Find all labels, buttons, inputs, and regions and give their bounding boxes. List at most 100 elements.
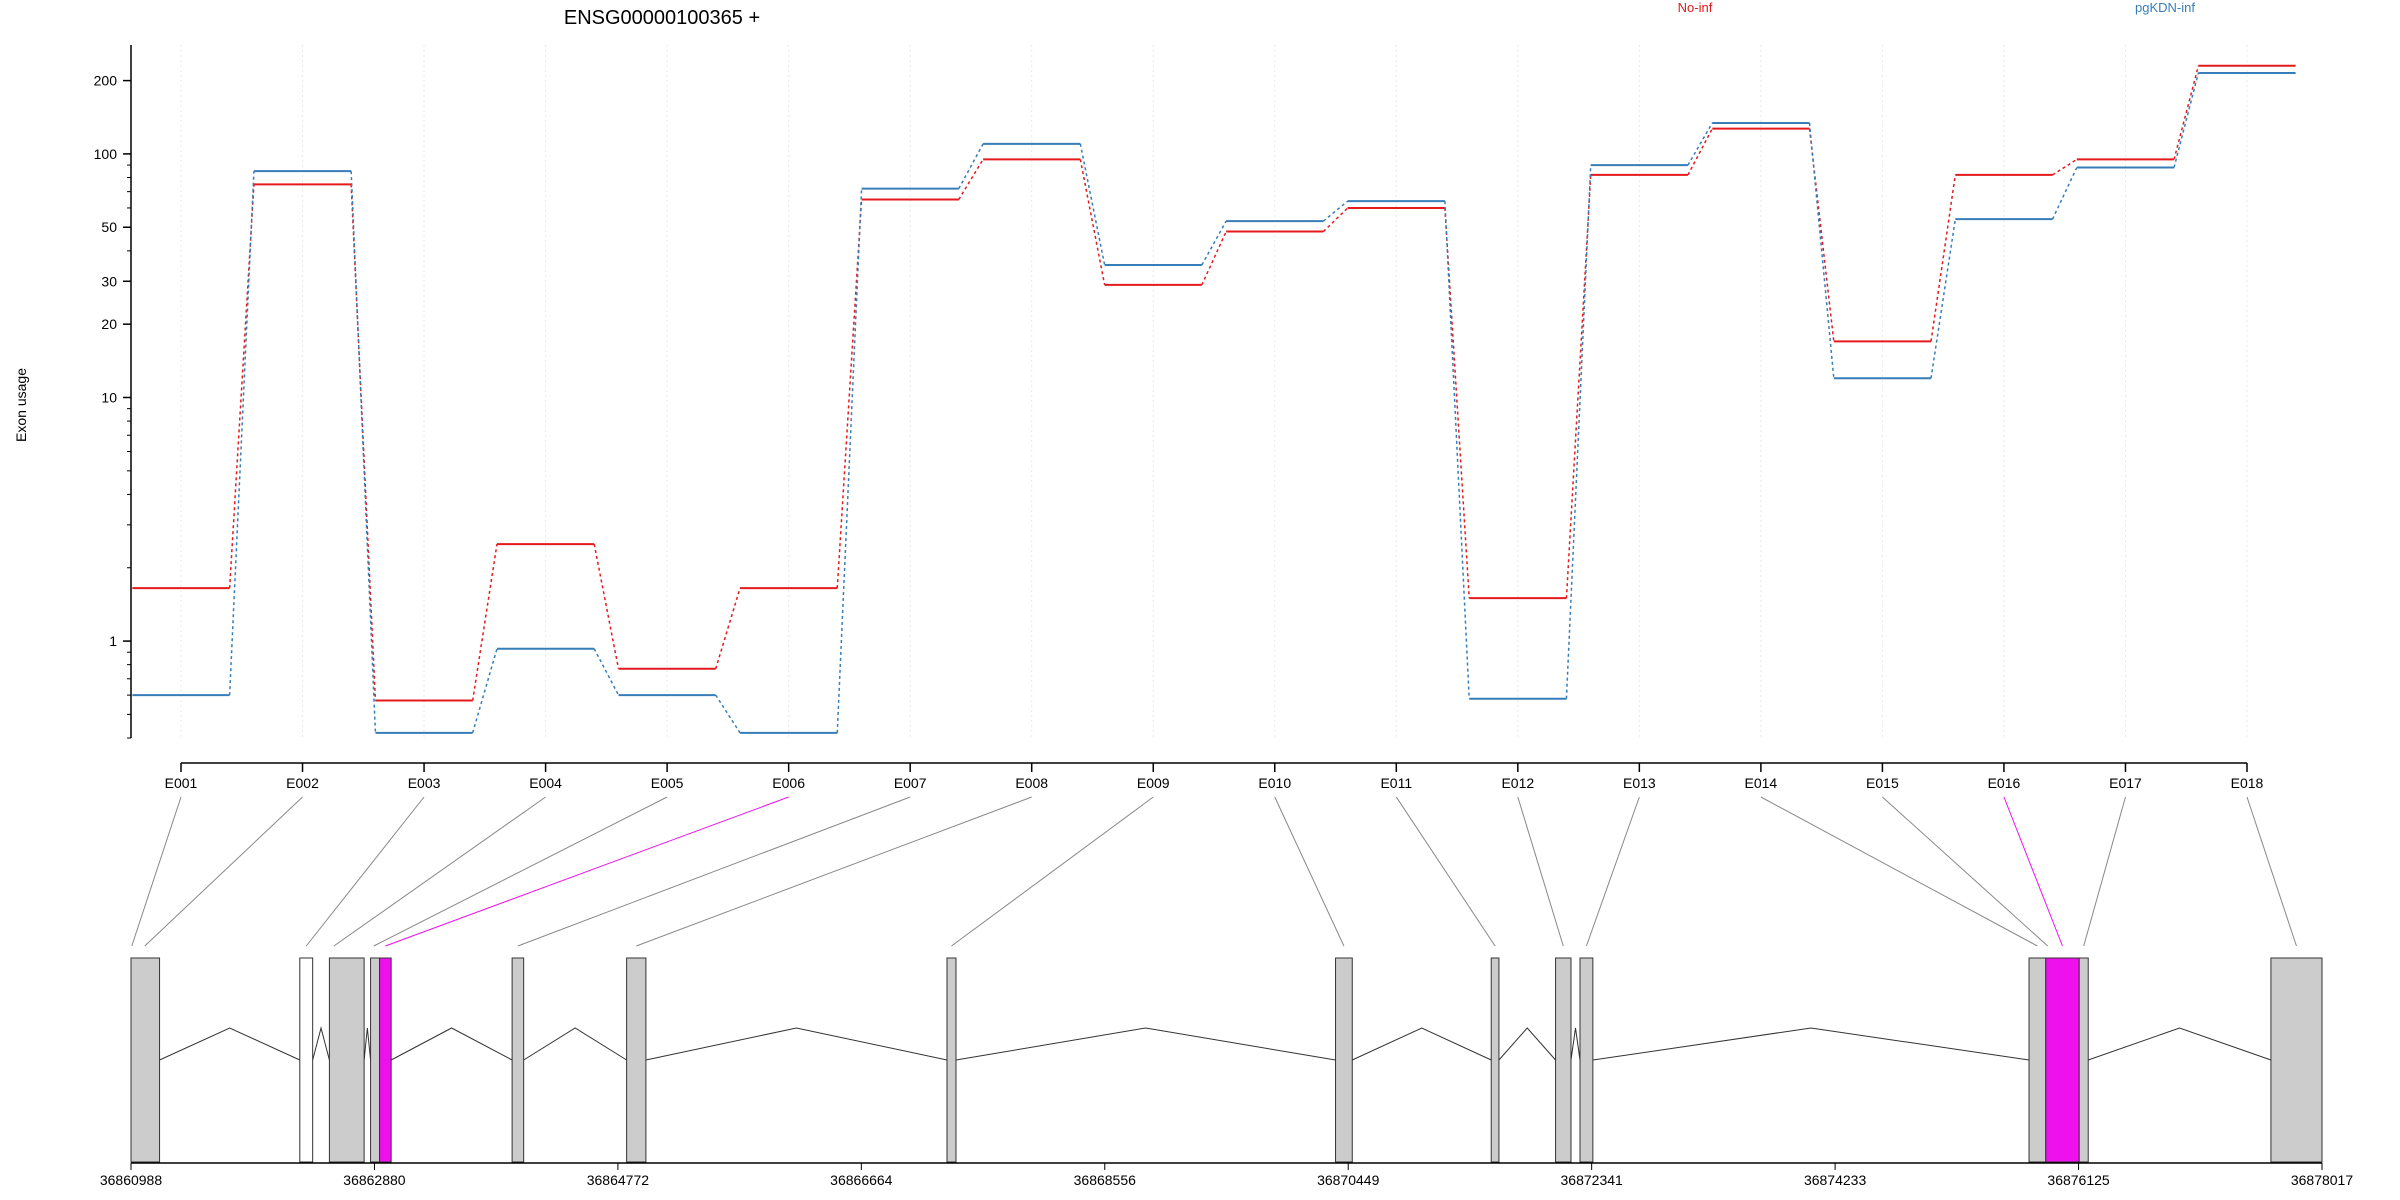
x-tick-label: E011 [1380, 775, 1412, 791]
exon-box [328, 957, 365, 1163]
series-1-connector [1930, 218, 1957, 379]
exon-connector-line [2083, 796, 2126, 947]
series-1-connector [958, 143, 984, 190]
intron [1352, 1027, 1492, 1061]
x-tick-label: E009 [1137, 775, 1170, 791]
genomic-tick-label: 36874233 [1804, 1172, 1867, 1188]
series-0-connector [715, 587, 741, 669]
genomic-tick-label: 36878017 [2291, 1172, 2354, 1188]
intron [1570, 1027, 1581, 1061]
exon-connector-line [144, 796, 303, 947]
intron [312, 1026, 330, 1061]
intron [523, 1027, 627, 1061]
genomic-tick-label: 36860988 [100, 1172, 163, 1188]
exon-box [1335, 957, 1353, 1163]
exon-box [2078, 957, 2089, 1163]
series-0-connector [593, 543, 620, 669]
x-tick-label: E005 [651, 775, 684, 791]
series-1-connector [715, 694, 741, 734]
genomic-tick-label: 36872341 [1561, 1172, 1624, 1188]
genomic-tick-label: 36876125 [2047, 1172, 2110, 1188]
exon-connector-line [2246, 796, 2297, 947]
x-tick-label: E016 [1988, 775, 2021, 791]
series-1-connector [836, 188, 863, 733]
exon-connector-line [517, 796, 911, 947]
series-0-connector [471, 544, 498, 701]
exon-connector-line [131, 796, 182, 947]
x-tick-label: E010 [1258, 775, 1291, 791]
intron [1498, 1027, 1556, 1061]
y-tick-label: 200 [94, 73, 118, 89]
x-tick-label: E008 [1015, 775, 1048, 791]
exon-connector-line [385, 796, 789, 947]
intron [390, 1027, 513, 1061]
series-1-connector [1808, 122, 1835, 379]
legend-label-no-inf: No-inf [1678, 0, 1713, 15]
intron [955, 1027, 1336, 1061]
exon-box [2270, 957, 2323, 1163]
y-axis-label: Exon usage [13, 368, 29, 442]
series-0-connector [1322, 207, 1349, 233]
exon-connector-line [951, 796, 1154, 947]
grid-lines [180, 45, 2248, 738]
x-tick-label: E012 [1501, 775, 1534, 791]
exon-connector-line [373, 796, 668, 947]
series-0-connector [1930, 174, 1957, 342]
genomic-tick-label: 36864772 [587, 1172, 650, 1188]
series-0-connector [2052, 158, 2078, 176]
x-tick-label: E003 [408, 775, 441, 791]
exon-connector-line [2003, 796, 2063, 947]
series-1-connector [1201, 220, 1227, 266]
y-tick-label: 10 [101, 389, 117, 405]
exon-box [299, 957, 314, 1163]
series-1-connector [1565, 165, 1592, 699]
series-lines [132, 64, 2296, 734]
genomic-tick-label: 36866664 [830, 1172, 893, 1188]
y-tick-label: 30 [101, 273, 117, 289]
series-0-connector [1201, 231, 1227, 286]
y-axis: 1 10 20 30 50 100 200 [94, 45, 132, 739]
x-tick-label: E004 [529, 775, 562, 791]
exon-connector-line [333, 796, 546, 947]
series-0-connector [2173, 65, 2200, 160]
genomic-tick-label: 36862880 [343, 1172, 406, 1188]
series-1-connector [228, 171, 255, 696]
intron [1592, 1027, 2030, 1061]
chart-title: ENSG00000100365 + [564, 7, 760, 29]
series-0-connector [1565, 174, 1592, 599]
exon-box [626, 957, 647, 1163]
y-tick-label: 100 [94, 146, 118, 162]
series-0-connector [1444, 207, 1470, 599]
series-1-connector [1687, 122, 1713, 166]
series-0-connector [1079, 159, 1106, 286]
series-1-connector [593, 648, 620, 696]
x-tick-label: E015 [1866, 775, 1899, 791]
genomic-tick-label: 36868556 [1074, 1172, 1137, 1188]
y-tick-label: 50 [101, 219, 117, 235]
exon-connector-line [305, 796, 425, 947]
exon-connector-line [1585, 796, 1640, 947]
series-1-connector [471, 648, 498, 734]
exon-box [946, 957, 957, 1163]
intron [2088, 1027, 2272, 1061]
series-0-connector [1687, 128, 1713, 176]
exon-connector-line [1882, 796, 2049, 947]
x-tick-label: E018 [2231, 775, 2264, 791]
series-1-connector [2173, 72, 2200, 168]
x-tick-label: E013 [1623, 775, 1656, 791]
exon-box [511, 957, 525, 1163]
exon-box [130, 957, 161, 1163]
x-tick-label: E017 [2109, 775, 2142, 791]
series-1-connector [2051, 167, 2078, 220]
intron [363, 1027, 372, 1061]
x-tick-label: E007 [894, 775, 927, 791]
x-tick-label: E001 [165, 775, 198, 791]
exon-connector-line [1274, 796, 1345, 947]
exon-connector-line [1760, 796, 2038, 947]
genomic-axis: 36860988 36862880 36864772 36866664 36868556… [100, 1162, 2354, 1188]
exon-box [1555, 957, 1572, 1163]
exon-box [2045, 957, 2080, 1163]
genomic-tick-label: 36870449 [1317, 1172, 1380, 1188]
x-tick-label: E014 [1745, 775, 1778, 791]
